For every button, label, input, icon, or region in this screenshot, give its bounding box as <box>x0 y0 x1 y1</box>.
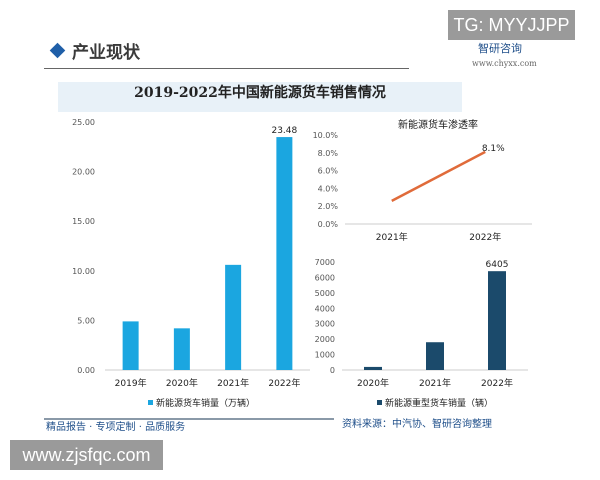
line-chart-title: 新能源货车渗透率 <box>398 118 478 131</box>
legend-label: 新能源重型货车销量（辆） <box>385 397 493 409</box>
bar <box>122 321 139 370</box>
y-tick-label: 3000 <box>315 320 335 329</box>
y-tick-label: 5.00 <box>77 316 95 325</box>
chart-title: 2019-2022年中国新能源货车销售情况 <box>58 82 462 112</box>
y-tick-label: 0 <box>330 366 335 375</box>
x-tick-label: 2021年 <box>376 231 408 243</box>
data-label: 8.1% <box>482 144 505 154</box>
y-tick-label: 15.00 <box>72 217 95 226</box>
x-tick-label: 2021年 <box>217 377 249 389</box>
y-tick-label: 0.00 <box>77 366 95 375</box>
bar <box>225 264 242 370</box>
bar <box>276 137 293 370</box>
bar <box>488 271 506 370</box>
data-label: 6405 <box>486 260 509 270</box>
y-tick-label: 4000 <box>315 304 335 313</box>
brand-url: www.chyxx.com <box>472 59 537 68</box>
y-tick-label: 20.00 <box>72 168 95 177</box>
y-tick-label: 6000 <box>315 273 335 282</box>
y-tick-label: 6.0% <box>318 167 339 176</box>
source-note: 资料来源：中汽协、智研咨询整理 <box>342 419 492 430</box>
y-tick-label: 25.00 <box>72 118 95 127</box>
bar <box>173 328 190 370</box>
x-tick-label: 2021年 <box>419 377 451 389</box>
section-title: 产业现状 <box>72 43 140 63</box>
y-tick-label: 2000 <box>315 335 335 344</box>
legend-label: 新能源货车销量（万辆） <box>156 397 255 409</box>
footer-slogan: 精品报告 · 专项定制 · 品质服务 <box>46 422 186 433</box>
y-tick-label: 4.0% <box>318 184 339 193</box>
x-tick-label: 2019年 <box>115 377 147 389</box>
penetration-line <box>391 150 486 202</box>
x-tick-label: 2022年 <box>469 231 501 243</box>
y-tick-label: 1000 <box>315 351 335 360</box>
footer-divider <box>44 418 334 420</box>
x-tick-label: 2022年 <box>268 377 300 389</box>
x-tick-label: 2020年 <box>166 377 198 389</box>
header-divider <box>44 68 409 69</box>
x-tick-label: 2022年 <box>481 377 513 389</box>
x-tick-label: 2020年 <box>357 377 389 389</box>
y-tick-label: 10.00 <box>72 267 95 276</box>
y-tick-label: 2.0% <box>318 202 339 211</box>
brand-logo: 智研咨询 <box>478 42 522 55</box>
watermark-bottom: www.zjsfqc.com <box>10 440 163 470</box>
bar <box>426 342 444 370</box>
y-tick-label: 10.0% <box>313 131 339 140</box>
legend-swatch <box>377 400 382 405</box>
y-tick-label: 5000 <box>315 289 335 298</box>
bar <box>364 366 382 370</box>
y-tick-label: 0.0% <box>318 220 339 229</box>
y-tick-label: 7000 <box>315 258 335 267</box>
data-label: 23.48 <box>271 126 297 136</box>
watermark-top: TG: MYYJJPP <box>448 10 575 40</box>
legend-swatch <box>148 400 153 405</box>
y-tick-label: 8.0% <box>318 149 339 158</box>
